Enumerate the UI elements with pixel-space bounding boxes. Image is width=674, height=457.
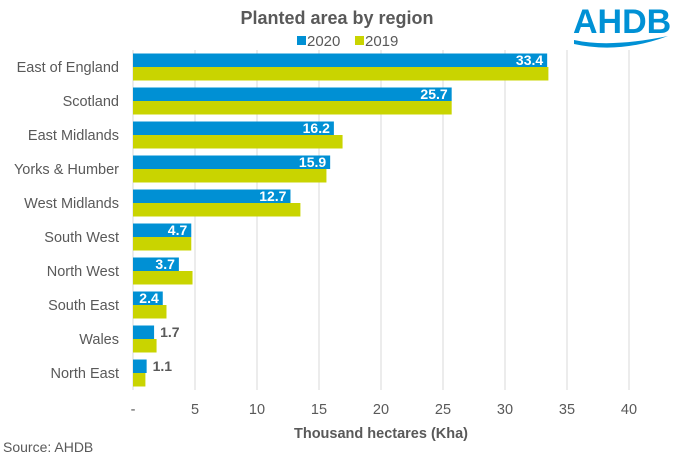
category-label: East Midlands [28,128,119,144]
logo-swoosh-icon [574,36,668,48]
bar-2019 [133,203,301,217]
bar-2020 [133,291,163,305]
bar-2019 [133,169,327,183]
bars [133,53,549,387]
category-label: North West [47,264,119,280]
category-labels: East of England Scotland East Midlands York… [14,60,119,382]
bar-2020 [133,359,147,373]
x-tick-label: 10 [249,402,265,418]
bar-2019 [133,305,167,319]
bar-2020 [133,121,334,135]
logo-text: AHDB [573,3,671,41]
bar-2020 [133,87,452,101]
bar-2019 [133,271,193,285]
bar-2020 [133,53,548,67]
bar-2020 [133,155,331,169]
category-label: Yorks & Humber [14,162,119,178]
x-tick-label: 20 [373,402,389,418]
data-label-2020: 2.4 [139,290,159,306]
legend-swatch-2019 [355,36,364,45]
category-label: East of England [17,60,119,76]
x-tick-label: 30 [497,402,513,418]
x-tick-label: 40 [621,402,637,418]
bar-2020 [133,257,179,271]
category-label: Scotland [63,94,119,110]
legend-swatch-2020 [297,36,306,45]
data-label-2020: 15.9 [299,154,326,170]
x-tick-label: 25 [435,402,451,418]
ahdb-logo: AHDB [573,3,671,48]
x-tick-label: 15 [311,402,327,418]
x-tick-label: 35 [559,402,575,418]
data-label-2020: 12.7 [259,188,286,204]
data-label-2020: 16.2 [303,120,330,136]
x-tick-label: - [131,402,136,418]
x-tick-label: 5 [191,402,199,418]
bar-2019 [133,339,157,353]
data-label-2020: 33.4 [516,52,543,68]
source-note: Source: AHDB [3,439,93,455]
bar-2020 [133,223,192,237]
data-label-2020: 4.7 [168,222,188,238]
legend-label-2019: 2019 [365,33,398,50]
bar-2019 [133,135,343,149]
chart-title: Planted area by region [240,8,433,28]
data-labels: 33.4 25.7 16.2 15.9 12.7 4.7 3.7 2.4 1.7 1.1 [139,52,543,374]
data-label-2020: 3.7 [155,256,175,272]
category-label: North East [51,366,120,382]
bar-2019 [133,101,452,115]
x-tick-labels: - 5 10 15 20 25 30 35 40 [131,402,637,418]
category-label: Wales [79,332,119,348]
category-label: West Midlands [24,196,119,212]
category-label: South East [48,298,119,314]
legend: 2020 2019 [297,33,398,50]
data-label-2020: 25.7 [420,86,447,102]
data-label-2020: 1.1 [153,358,173,374]
legend-label-2020: 2020 [307,33,340,50]
bar-2019 [133,67,549,81]
bar-2019 [133,237,192,251]
category-label: South West [44,230,119,246]
data-label-2020: 1.7 [160,324,180,340]
bar-2020 [133,189,291,203]
x-axis-title: Thousand hectares (Kha) [294,426,468,442]
bar-2019 [133,373,146,387]
bar-2020 [133,325,155,339]
